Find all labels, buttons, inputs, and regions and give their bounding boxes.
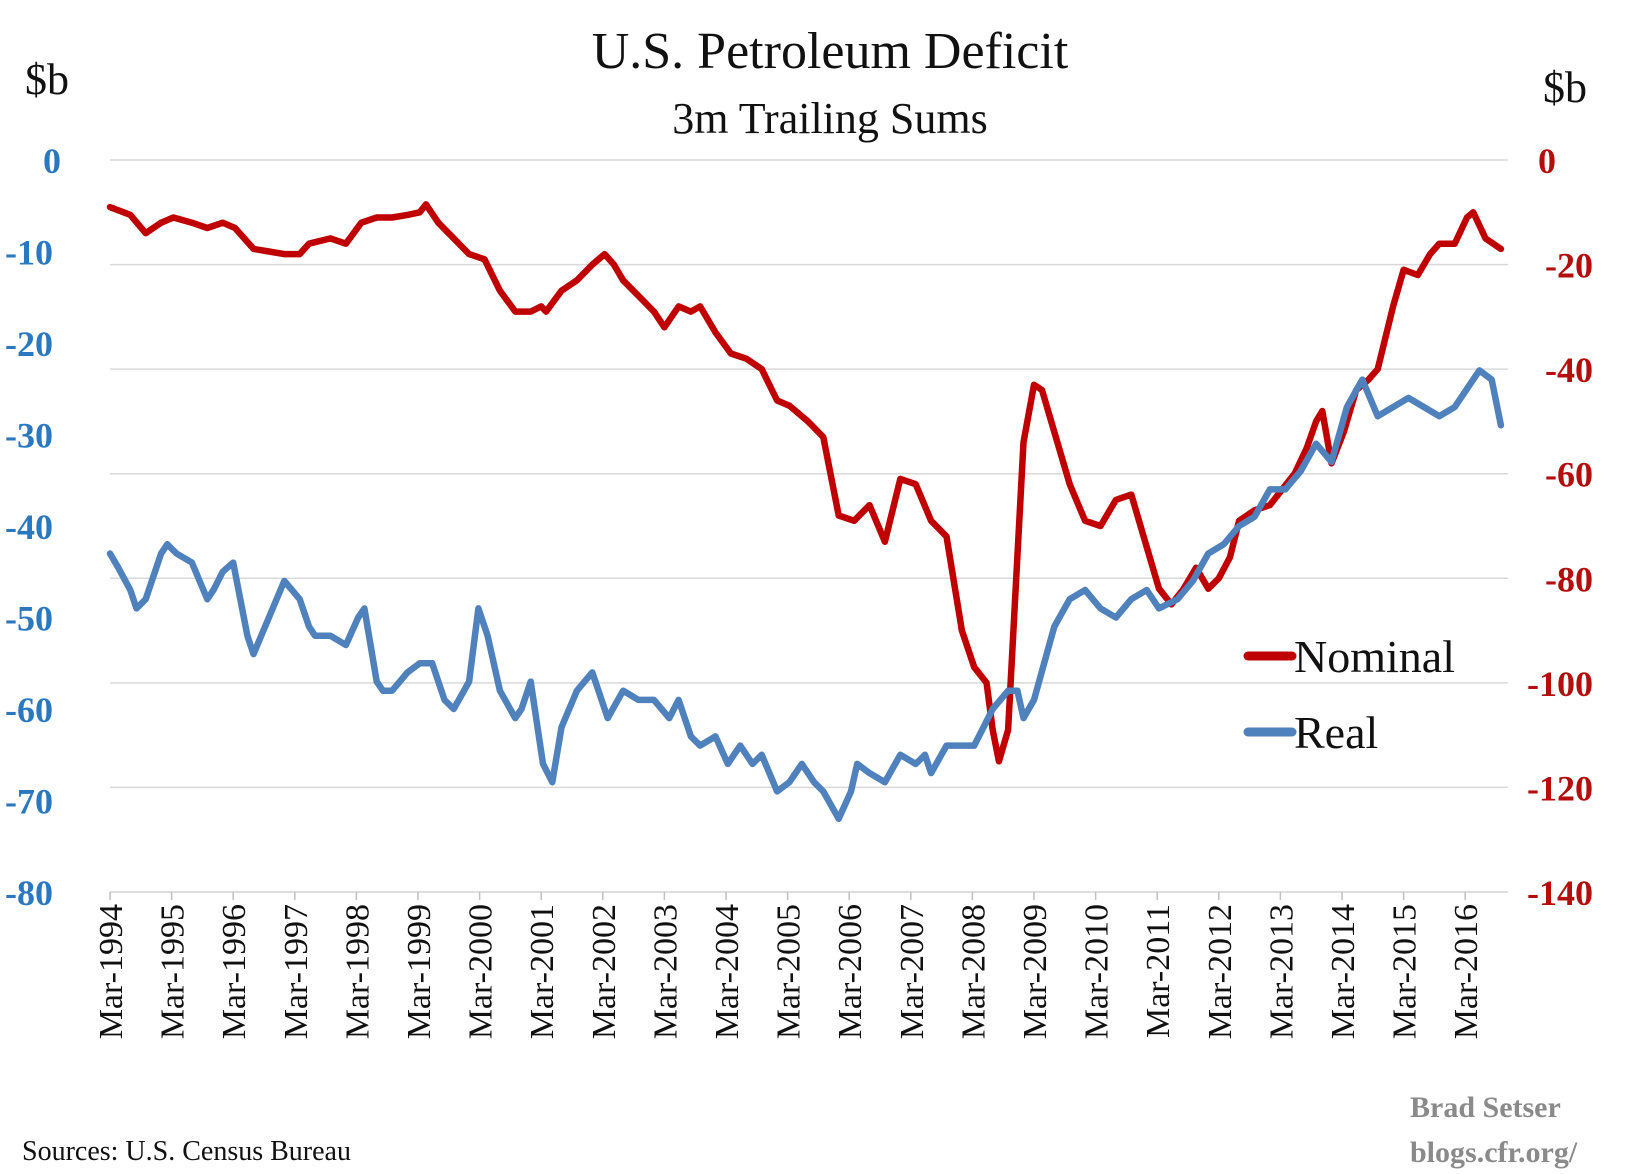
- x-axis-tick-label: Mar-2010: [1079, 904, 1116, 1039]
- left-axis-tick-label: -20: [5, 324, 53, 364]
- x-axis-tick-label: Mar-2000: [463, 904, 500, 1039]
- left-axis-tick-label: -30: [5, 416, 53, 456]
- x-axis-tick-label: Mar-2013: [1263, 904, 1300, 1039]
- right-axis-tick-label: -100: [1527, 664, 1593, 704]
- right-axis-tick-label: 0: [1538, 141, 1556, 181]
- right-axis-tick-label: -40: [1545, 350, 1593, 390]
- x-axis-tick-label: Mar-2001: [524, 904, 561, 1039]
- left-axis-tick-label: -10: [5, 233, 53, 273]
- left-axis-tick-label: -70: [5, 782, 53, 822]
- x-axis-tick-label: Mar-1995: [155, 904, 192, 1039]
- left-axis-tick-label: -50: [5, 599, 53, 639]
- left-axis-ticks: 0 -10 -20 -30 -40 -50 -60 -70 -80: [5, 141, 61, 913]
- x-axis-tick-label: Mar-1994: [93, 904, 130, 1039]
- gridlines: [110, 159, 1508, 893]
- right-axis-ticks: 0 -20 -40 -60 -80 -100 -120 -140: [1527, 141, 1593, 913]
- x-axis-tick-label: Mar-1997: [278, 904, 315, 1039]
- left-axis-tick-label: -80: [5, 873, 53, 913]
- x-axis-tick-label: Mar-1998: [339, 904, 376, 1039]
- x-axis-tick-label: Mar-2006: [832, 904, 869, 1039]
- left-axis-unit: $b: [25, 55, 69, 104]
- x-axis-tick-label: Mar-2003: [647, 904, 684, 1039]
- series-line-nominal: [106, 201, 1505, 765]
- credit-author: Brad Setser: [1410, 1091, 1561, 1124]
- left-axis-tick-label: 0: [43, 141, 61, 181]
- left-axis-tick-label: -40: [5, 507, 53, 547]
- series-lines: [106, 201, 1505, 823]
- source-note: Sources: U.S. Census Bureau: [22, 1136, 351, 1167]
- series-line-real: [106, 367, 1505, 823]
- x-axis-tick-label: Mar-1999: [401, 904, 438, 1039]
- legend-label-real: Real: [1294, 707, 1378, 758]
- x-axis-tick-label: Mar-2011: [1140, 904, 1177, 1038]
- right-axis-tick-label: -60: [1545, 455, 1593, 495]
- x-axis-tick-label: Mar-2014: [1325, 904, 1362, 1039]
- x-axis-tick-label: Mar-2005: [771, 904, 808, 1039]
- x-axis-tick-label: Mar-2012: [1202, 904, 1239, 1039]
- chart-title: U.S. Petroleum Deficit: [592, 23, 1069, 80]
- left-axis-tick-label: -60: [5, 690, 53, 730]
- chart-subtitle: 3m Trailing Sums: [672, 94, 987, 143]
- x-axis-tick-label: Mar-1996: [216, 904, 253, 1039]
- legend-label-nominal: Nominal: [1294, 631, 1455, 682]
- right-axis-tick-label: -20: [1545, 246, 1593, 286]
- x-axis-tick-label: Mar-2002: [586, 904, 623, 1039]
- x-axis-ticks: Mar-1994 Mar-1995 Mar-1996 Mar-1997 Mar-1998…: [93, 891, 1508, 1039]
- x-axis-tick-label: Mar-2008: [955, 904, 992, 1039]
- right-axis-unit: $b: [1543, 63, 1587, 112]
- right-axis-tick-label: -140: [1527, 873, 1593, 913]
- right-axis-tick-label: -120: [1527, 768, 1593, 808]
- x-axis-tick-label: Mar-2007: [894, 904, 931, 1039]
- legend: Nominal Real: [1243, 631, 1455, 758]
- x-axis-tick-label: Mar-2009: [1017, 904, 1054, 1039]
- x-axis-tick-label: Mar-2004: [709, 904, 746, 1039]
- credit-url: blogs.cfr.org/: [1410, 1136, 1578, 1169]
- right-axis-tick-label: -80: [1545, 559, 1593, 599]
- x-axis-tick-label: Mar-2016: [1448, 904, 1485, 1039]
- x-axis-tick-label: Mar-2015: [1387, 904, 1424, 1039]
